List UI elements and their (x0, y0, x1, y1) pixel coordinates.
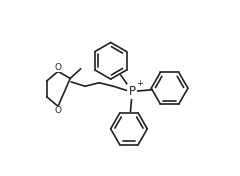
Text: +: + (136, 79, 143, 88)
Text: O: O (54, 62, 61, 72)
Text: P: P (129, 85, 136, 98)
Text: O: O (54, 106, 61, 115)
